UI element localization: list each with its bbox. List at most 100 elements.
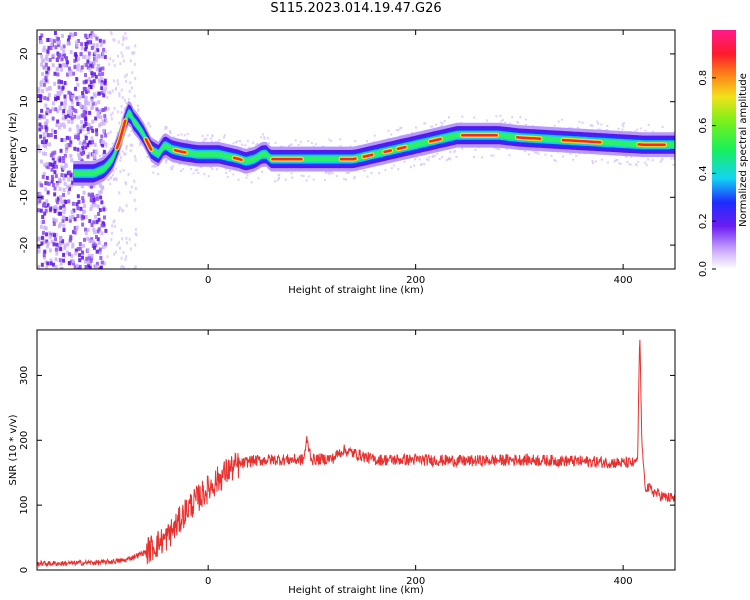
spectrogram-noise-cell <box>70 254 74 259</box>
spectrogram-noise-cell <box>82 190 86 195</box>
spectrogram-halo-cell <box>106 179 109 182</box>
spectrogram-halo-cell <box>495 115 498 118</box>
spectrogram-noise-cell <box>63 81 67 86</box>
spectrogram-halo-cell <box>276 179 279 182</box>
spectrogram-halo-cell <box>267 142 270 145</box>
spectrogram-noise-cell <box>113 224 116 228</box>
spectrogram-noise-cell <box>97 227 101 232</box>
spectrogram-noise-cell <box>40 54 44 59</box>
spectrogram-halo-cell <box>120 118 123 121</box>
spectrogram-ridge-peak <box>115 119 127 150</box>
spectrogram-noise-cell <box>66 72 70 77</box>
spectrogram-noise-cell <box>69 234 73 239</box>
spectrogram-noise-cell <box>76 194 80 199</box>
spectrogram-noise-cell <box>47 181 51 186</box>
spectrogram-halo-cell <box>201 134 204 137</box>
spectrogram-noise-cell <box>63 243 67 248</box>
spectrogram-halo-cell <box>246 174 249 177</box>
spectrogram-noise-cell <box>88 261 92 266</box>
spectrogram-halo-cell <box>137 108 140 111</box>
spectrogram-noise-cell <box>133 62 136 66</box>
spectrogram-noise-cell <box>67 109 71 114</box>
spectrogram-halo-cell <box>366 175 369 178</box>
spectrogram-noise-cell <box>115 178 118 182</box>
spectrogram-noise-cell <box>124 75 127 79</box>
spectrogram-noise-cell <box>84 119 88 124</box>
spectrogram-halo-cell <box>171 165 174 168</box>
spectrogram-noise-cell <box>90 96 94 101</box>
spectrogram-noise-cell <box>129 143 132 147</box>
snr-frame <box>36 329 676 571</box>
spectrogram-noise-cell <box>79 206 83 211</box>
spectrogram-noise-cell <box>38 192 42 197</box>
spectrogram-noise-cell <box>49 133 53 138</box>
spectrogram-noise-cell <box>42 48 46 53</box>
spectrogram-halo-cell <box>435 123 438 126</box>
spectrogram-noise-cell <box>75 99 79 104</box>
spectrogram-halo-cell <box>492 154 495 157</box>
spectrogram-halo-cell <box>299 140 302 143</box>
spectrogram-noise-cell <box>120 208 123 212</box>
spectrogram-noise-cell <box>80 216 84 221</box>
spectrogram-halo-cell <box>575 154 578 157</box>
spectrogram-noise-cell <box>83 259 87 264</box>
spectrogram-halo-cell <box>403 160 406 163</box>
spectrogram-halo-cell <box>474 148 477 151</box>
spectrogram-noise-cell <box>73 264 77 269</box>
spectrogram-halo-cell <box>330 140 333 143</box>
spectrogram-noise-cell <box>131 143 134 147</box>
spectrogram-noise-cell <box>42 151 46 156</box>
spectrogram-noise-cell <box>130 185 133 189</box>
spectrogram-noise-cell <box>124 152 127 156</box>
spectrogram-noise-cell <box>47 66 51 71</box>
spectrogram-halo-cell <box>455 155 458 158</box>
spectrogram-halo-cell <box>152 171 155 174</box>
spectrogram-halo-cell <box>661 157 664 160</box>
spectrogram-noise-cell <box>84 145 88 150</box>
spectrogram-halo-cell <box>210 137 213 140</box>
spectrogram-noise-cell <box>68 114 72 119</box>
spectrogram-halo-cell <box>431 125 434 128</box>
spectrogram-noise-cell <box>125 241 128 245</box>
spectrogram-halo-cell <box>644 161 647 164</box>
spectrogram-noise-cell <box>60 33 64 38</box>
spectrogram-halo-cell <box>619 162 622 165</box>
spectrogram-noise-cell <box>87 51 91 56</box>
spectrogram-noise-cell <box>76 39 80 44</box>
spectrogram-halo-cell <box>562 155 565 158</box>
spectrogram-noise-cell <box>51 162 55 167</box>
spectrogram-noise-cell <box>46 244 50 249</box>
spectrogram-ridge-peak <box>516 136 542 140</box>
spectrogram-y-ticks: -20 -10 0 10 20 <box>19 48 675 253</box>
spectrogram-noise-cell <box>46 108 50 113</box>
spectrogram-noise-cell <box>86 59 90 64</box>
spectrogram-noise-cell <box>102 215 106 220</box>
spectrogram-noise-cell <box>59 89 63 94</box>
spectrogram-noise-cell <box>83 237 87 242</box>
spectrogram-noise-cell <box>110 237 113 241</box>
spectrogram-noise-cell <box>100 223 104 228</box>
spectrogram-noise-cell <box>111 89 114 93</box>
spectrogram-noise-cell <box>82 123 86 128</box>
spectrogram-halo-cell <box>438 157 441 160</box>
spectrogram-noise-cell <box>42 45 46 50</box>
spectrogram-noise-cell <box>64 199 68 204</box>
snr-y-tick-label: 0 <box>19 567 30 573</box>
spectrogram-noise-cell <box>98 250 102 255</box>
spectrogram-halo-cell <box>197 171 200 174</box>
spectrogram-halo-cell <box>302 175 305 178</box>
spectrogram-noise-cell <box>124 79 127 83</box>
spectrogram-noise-cell <box>95 58 99 63</box>
spectrogram-noise-cell <box>66 41 70 46</box>
spectrogram-halo-cell <box>390 167 393 170</box>
spectrogram-noise-cell <box>95 261 99 266</box>
spectrogram-noise-cell <box>70 116 74 121</box>
spectrogram-noise-cell <box>85 62 89 67</box>
spectrogram-noise-cell <box>59 236 63 241</box>
spectrogram-noise-cell <box>40 62 44 67</box>
spectrogram-halo-cell <box>236 140 239 143</box>
spectrogram-noise-cell <box>89 85 93 90</box>
spectrogram-noise-cell <box>57 80 61 85</box>
spectrogram-halo-cell <box>659 160 662 163</box>
spectrogram-noise-cell <box>63 53 67 58</box>
